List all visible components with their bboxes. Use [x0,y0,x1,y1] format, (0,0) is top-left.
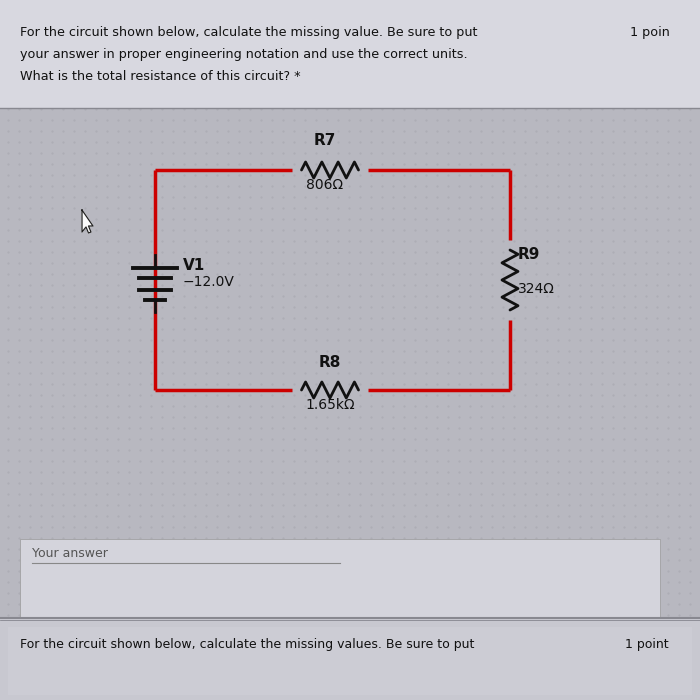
Text: 324Ω: 324Ω [518,282,555,296]
Text: 1 poin: 1 poin [630,26,670,39]
Text: 1 point: 1 point [625,638,668,651]
Text: For the circuit shown below, calculate the missing values. Be sure to put: For the circuit shown below, calculate t… [20,638,475,651]
Text: R8: R8 [318,355,341,370]
Text: 806Ω: 806Ω [307,178,344,192]
Bar [8,627,692,695]
Polygon shape [82,210,93,233]
Text: R7: R7 [314,133,336,148]
Bar [20,539,660,617]
Text: your answer in proper engineering notation and use the correct units.: your answer in proper engineering notati… [20,48,468,61]
Bar [0,0,700,108]
Text: For the circuit shown below, calculate the missing value. Be sure to put: For the circuit shown below, calculate t… [20,26,477,39]
Text: 1.65kΩ: 1.65kΩ [305,398,355,412]
Text: Your answer: Your answer [32,547,108,560]
Text: What is the total resistance of this circuit? *: What is the total resistance of this cir… [20,70,300,83]
Text: −12.0V: −12.0V [183,275,235,289]
Text: R9: R9 [518,247,540,262]
Bar [0,618,700,700]
Text: V1: V1 [183,258,205,274]
